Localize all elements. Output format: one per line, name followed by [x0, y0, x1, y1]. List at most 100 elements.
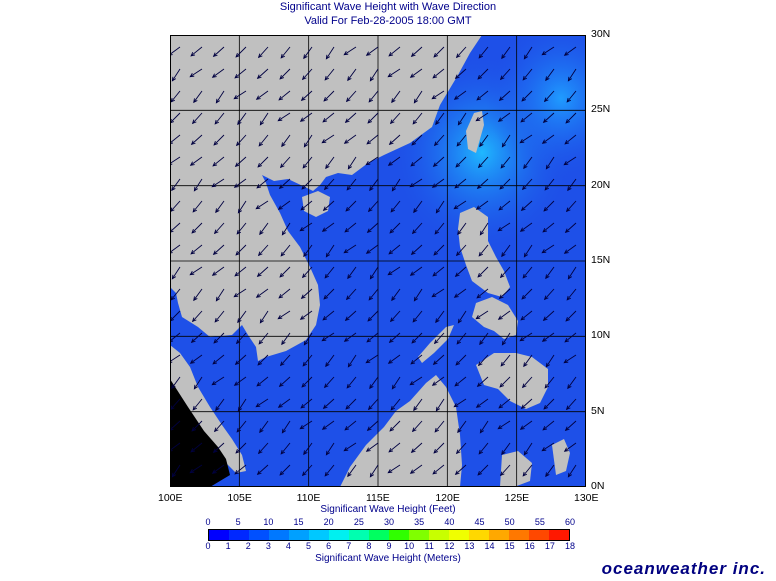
wave-arrow: [391, 178, 401, 192]
wave-arrow: [234, 68, 247, 79]
wave-arrow: [542, 310, 555, 322]
meter-tick-label: 17: [544, 541, 555, 551]
meter-tick-label: 14: [484, 541, 495, 551]
wave-arrow: [277, 200, 291, 210]
wave-arrow: [170, 288, 181, 301]
wave-arrow: [214, 310, 225, 323]
wave-arrow: [520, 112, 533, 123]
colorbar-swatch: [429, 530, 449, 540]
wave-arrow: [456, 134, 467, 147]
wave-arrow: [303, 46, 313, 60]
wave-arrow: [191, 310, 203, 323]
wave-arrow: [258, 332, 269, 345]
wave-arrow: [259, 420, 269, 434]
wave-arrow: [542, 420, 555, 431]
wave-arrow: [303, 442, 313, 456]
wave-arrow: [565, 200, 577, 213]
wave-arrow: [211, 376, 225, 386]
wave-arrow: [388, 244, 401, 255]
wave-arrow: [259, 222, 269, 236]
wave-arrow: [388, 46, 401, 57]
wave-arrow: [235, 442, 247, 454]
wave-arrow: [435, 398, 445, 412]
wave-arrow: [523, 354, 533, 368]
wave-arrow: [235, 244, 247, 256]
lat-lon-grid: [170, 35, 586, 487]
wave-arrow: [191, 420, 203, 432]
wave-arrow: [545, 354, 555, 368]
wave-arrow: [567, 178, 577, 192]
colorbar-swatch: [369, 530, 389, 540]
colorbar-swatch: [449, 530, 469, 540]
wave-arrow: [413, 398, 423, 412]
wave-arrow: [256, 376, 269, 387]
wave-arrow: [498, 398, 511, 409]
wave-arrow: [347, 266, 357, 280]
wave-arrow: [366, 222, 379, 234]
wave-arrow: [189, 354, 203, 364]
wave-arrow: [278, 178, 291, 190]
wave-arrow: [277, 398, 291, 408]
wave-arrow: [325, 354, 335, 368]
wave-arrow: [323, 288, 335, 300]
wave-arrow: [479, 420, 489, 434]
feet-tick-label: 5: [235, 517, 241, 527]
wave-arrow: [434, 420, 445, 433]
meter-tick-label: 6: [326, 541, 332, 551]
wave-arrow: [192, 398, 203, 411]
colorbar-swatch: [489, 530, 509, 540]
wave-arrow: [368, 90, 379, 103]
wave-arrow: [212, 244, 225, 256]
wave-arrow: [477, 156, 489, 169]
colorbar-swatch: [389, 530, 409, 540]
wave-arrow: [171, 178, 181, 192]
wave-arrow: [237, 310, 247, 324]
wave-arrow: [279, 266, 291, 278]
wave-arrow: [215, 398, 225, 412]
wave-arrow: [301, 376, 313, 388]
wave-arrow: [387, 156, 401, 166]
wave-arrow: [541, 134, 555, 144]
wave-arrow: [478, 244, 489, 257]
feet-tick-label: 55: [534, 517, 545, 527]
longitude-label: 105E: [227, 492, 252, 504]
latitude-label: 0N: [591, 480, 605, 492]
wave-arrow: [476, 178, 489, 190]
halmahera-fragment: [552, 439, 570, 475]
wave-arrow: [215, 288, 225, 302]
wave-arrow: [322, 112, 335, 123]
wave-arrow: [171, 464, 181, 478]
wave-arrow: [302, 354, 313, 367]
wave-arrow: [213, 332, 225, 344]
wave-arrow: [343, 332, 357, 342]
wave-arrow: [323, 178, 335, 191]
wave-arrow: [256, 464, 269, 476]
wave-arrow: [301, 464, 313, 477]
wave-arrow: [457, 420, 467, 434]
wave-arrow: [411, 222, 423, 235]
wave-arrow: [431, 178, 445, 188]
wave-arrow: [433, 332, 445, 345]
colorbar-swatch: [269, 530, 289, 540]
wave-arrow: [475, 112, 489, 122]
wave-arrow: [256, 178, 269, 189]
wave-arrow: [301, 178, 313, 190]
wave-arrow: [476, 376, 489, 388]
wave-arrow: [545, 156, 555, 170]
wave-arrow: [235, 332, 247, 345]
wave-arrow: [478, 442, 489, 455]
wave-arrow: [322, 200, 335, 212]
wave-arrow: [281, 420, 291, 434]
wave-arrow: [479, 134, 489, 148]
wave-arrow: [278, 376, 291, 388]
wave-arrow: [387, 68, 401, 78]
wave-arrow: [171, 266, 181, 280]
wave-arrow: [500, 354, 511, 367]
wave-arrow: [235, 134, 247, 147]
wave-arrow: [476, 288, 489, 299]
longitude-label: 130E: [574, 492, 599, 504]
wave-arrow: [454, 68, 467, 80]
wave-arrow: [257, 156, 269, 168]
colorbar-swatch: [209, 530, 229, 540]
colorbar-swatch: [469, 530, 489, 540]
